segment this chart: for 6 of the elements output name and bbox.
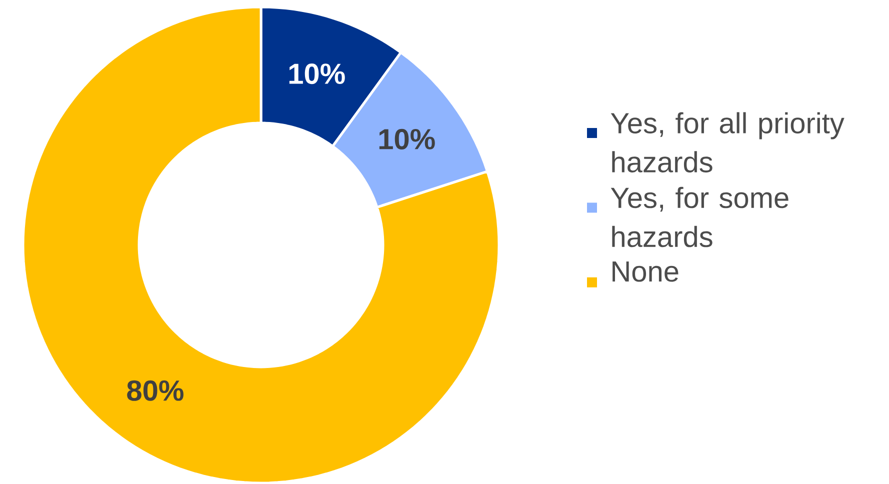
legend-label: Yes, for all priority hazards <box>610 112 844 172</box>
data-label: 10% <box>379 128 435 150</box>
legend-label: Yes, for some hazards <box>610 186 788 248</box>
data-label: 10% <box>289 64 345 84</box>
legend-label: None <box>612 262 678 282</box>
data-label: 80% <box>127 380 184 401</box>
